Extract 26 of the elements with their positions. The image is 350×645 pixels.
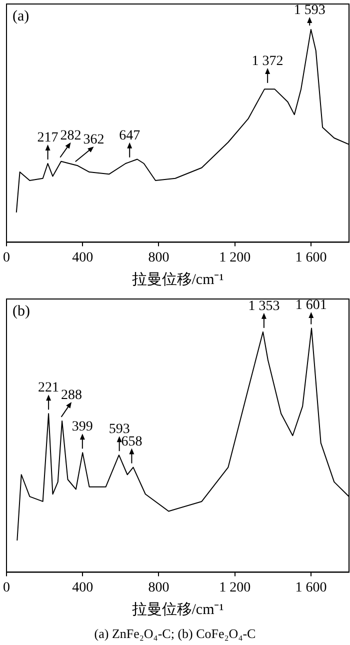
x-tick-label: 400	[72, 580, 94, 596]
chart-title: (a)	[12, 8, 30, 24]
annotation: 1 372	[252, 54, 284, 69]
annotation: 362	[83, 132, 104, 148]
x-tick-label: 800	[148, 580, 170, 596]
x-tick-label: 1 600	[295, 580, 327, 596]
annotation: 282	[60, 128, 82, 144]
annotation: 221	[38, 380, 60, 396]
x-tick-label: 400	[72, 250, 94, 266]
x-axis-title: 拉曼位移/cm⁻¹	[132, 600, 224, 618]
chart-title: (b)	[12, 303, 30, 320]
annotation: 288	[61, 388, 82, 403]
x-tick-label: 1 200	[219, 580, 251, 596]
annotation: 399	[72, 420, 93, 435]
annotation: 1 353	[248, 298, 280, 314]
annotation: 217	[37, 130, 58, 146]
x-tick-label: 800	[148, 250, 170, 266]
annotation: 1 601	[295, 298, 327, 313]
x-tick-label: 1 600	[295, 250, 327, 266]
x-tick-label: 0	[3, 250, 10, 266]
annotation: 1 593	[294, 3, 326, 18]
annotation: 647	[119, 128, 140, 144]
text: (a) ZnFe₂O₄-C; (b) CoFe₂O₄-C	[94, 626, 256, 641]
x-tick-label: 1 200	[219, 250, 251, 266]
x-axis-title: 拉曼位移/cm⁻¹	[132, 270, 224, 288]
x-tick-label: 0	[3, 580, 10, 596]
